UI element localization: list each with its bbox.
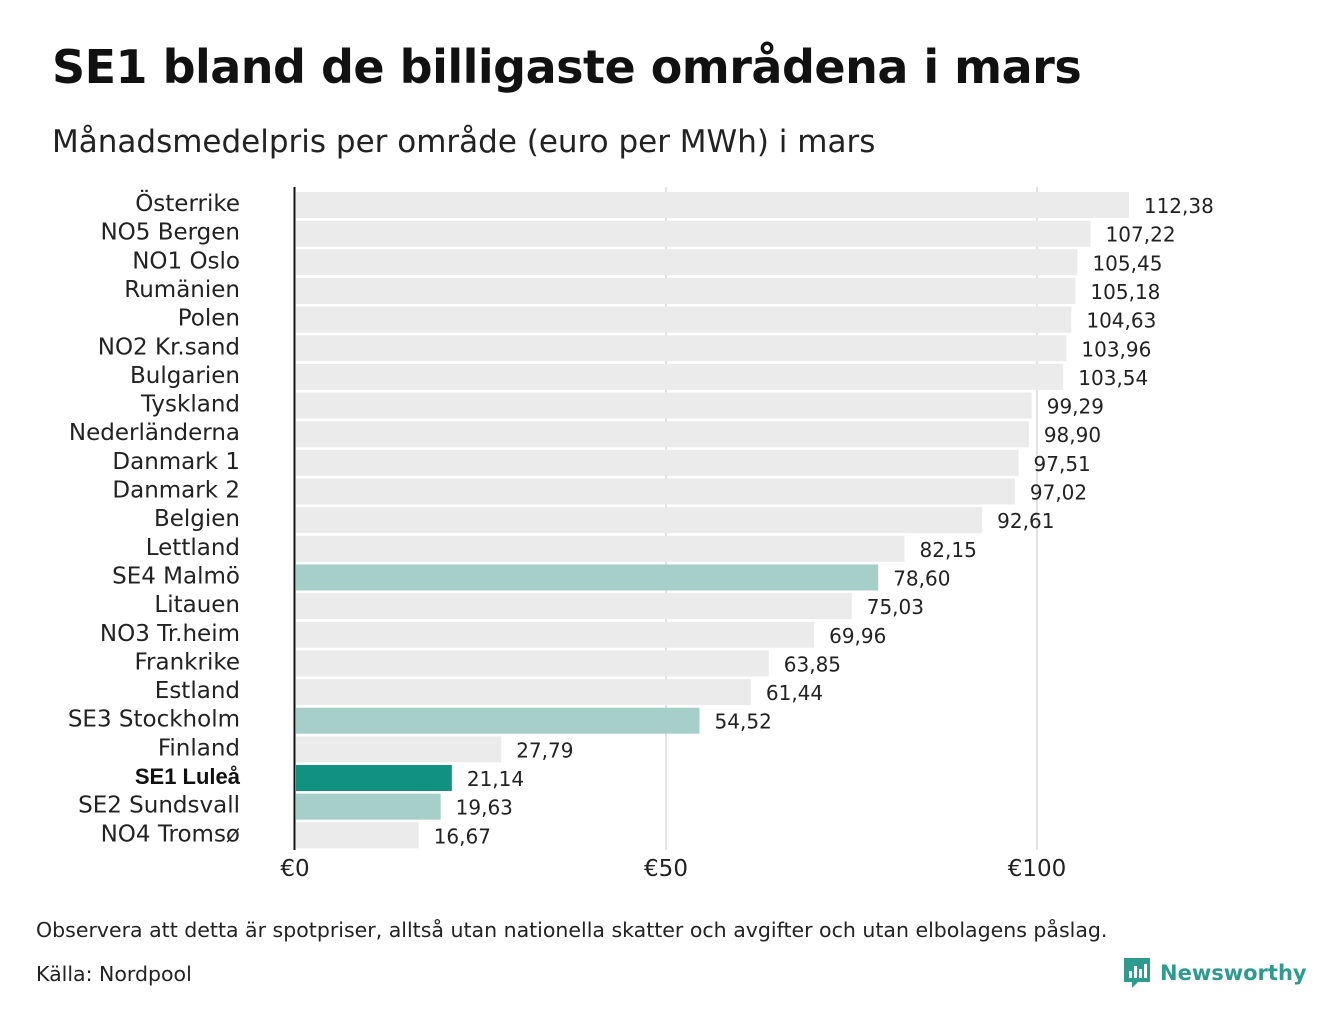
bar	[296, 650, 769, 677]
value-label: 103,96	[1081, 337, 1151, 361]
value-label: 61,44	[766, 681, 823, 705]
value-label: 75,03	[867, 595, 924, 619]
bar	[296, 192, 1129, 218]
category-label: Belgien	[154, 506, 240, 532]
bar	[296, 793, 441, 820]
bar	[296, 449, 1019, 476]
x-tick-labels: €0 €50 €100	[280, 856, 1066, 882]
value-label: 54,52	[715, 710, 772, 734]
value-label: 21,14	[467, 767, 524, 791]
category-label: NO2 Kr.sand	[98, 334, 240, 360]
category-label: Österrike	[135, 189, 240, 217]
category-label: Polen	[178, 306, 240, 332]
value-label: 27,79	[516, 738, 573, 762]
bar	[296, 306, 1072, 333]
value-label: 63,85	[784, 652, 841, 676]
category-label: Danmark 2	[112, 478, 240, 504]
category-label: Danmark 1	[112, 449, 240, 475]
category-label: Nederländerna	[69, 420, 240, 446]
value-label: 78,60	[893, 566, 950, 590]
category-label: Tyskland	[140, 392, 240, 418]
value-label: 99,29	[1047, 395, 1104, 419]
category-label: Finland	[158, 735, 240, 761]
value-label: 112,38	[1144, 194, 1214, 218]
category-label: Estland	[155, 678, 240, 704]
bar	[296, 421, 1029, 448]
newsworthy-logo[interactable]: Newsworthy	[1122, 956, 1307, 990]
x-tick-label: €50	[644, 856, 688, 882]
category-label: Frankrike	[135, 649, 241, 675]
bar	[296, 736, 502, 763]
value-label: 107,22	[1106, 223, 1176, 247]
value-label: 19,63	[456, 796, 513, 820]
bar	[296, 478, 1015, 505]
category-label: NO3 Tr.heim	[100, 621, 240, 647]
bar	[296, 679, 751, 706]
x-tick-label: €100	[1008, 856, 1067, 882]
bar	[296, 249, 1078, 276]
value-label: 104,63	[1086, 309, 1156, 333]
value-label: 105,45	[1092, 251, 1162, 275]
value-label: 92,61	[997, 509, 1054, 533]
value-label: 105,18	[1090, 280, 1160, 304]
bars	[296, 192, 1129, 849]
category-label: SE2 Sundsvall	[78, 793, 240, 819]
footnote: Observera att detta är spotpriser, allts…	[36, 918, 1108, 942]
x-tick-label: €0	[280, 856, 309, 882]
value-label: 103,54	[1078, 366, 1148, 390]
newsworthy-logo-icon	[1124, 958, 1150, 988]
category-label: SE4 Malmö	[112, 563, 240, 589]
bar	[296, 220, 1091, 247]
category-label: NO1 Oslo	[132, 248, 240, 274]
category-label: Bulgarien	[130, 363, 240, 389]
category-label: SE1 Luleå	[135, 764, 241, 789]
value-label: 82,15	[920, 538, 977, 562]
category-label: Rumänien	[124, 277, 240, 303]
bar	[296, 392, 1032, 419]
bar	[296, 277, 1076, 304]
bar	[296, 535, 905, 562]
value-label: 98,90	[1044, 423, 1101, 447]
chart-subtitle: Månadsmedelpris per område (euro per MWh…	[52, 124, 876, 160]
value-labels: 112,38 107,22 105,45 105,18 104,63 103,96 103,…	[434, 194, 1214, 848]
brand-name: Newsworthy	[1160, 961, 1307, 985]
category-label: NO4 Tromsø	[101, 821, 240, 847]
bar	[296, 564, 879, 591]
value-label: 16,67	[434, 824, 491, 848]
bar	[296, 707, 700, 734]
value-label: 69,96	[829, 624, 886, 648]
category-label: SE3 Stockholm	[68, 707, 240, 733]
bar	[296, 507, 983, 534]
value-label: 97,02	[1030, 481, 1087, 505]
bar	[296, 822, 419, 849]
bar	[296, 765, 452, 791]
bar	[296, 335, 1067, 362]
bar	[296, 593, 852, 620]
category-label: NO5 Bergen	[100, 220, 240, 246]
chart-title: SE1 bland de billigaste områdena i mars	[52, 40, 1082, 94]
category-label: Litauen	[154, 592, 240, 618]
category-label: Lettland	[146, 535, 240, 561]
bar	[296, 363, 1064, 390]
bar	[296, 621, 815, 648]
value-label: 97,51	[1034, 452, 1091, 476]
source-label: Källa: Nordpool	[36, 962, 192, 986]
